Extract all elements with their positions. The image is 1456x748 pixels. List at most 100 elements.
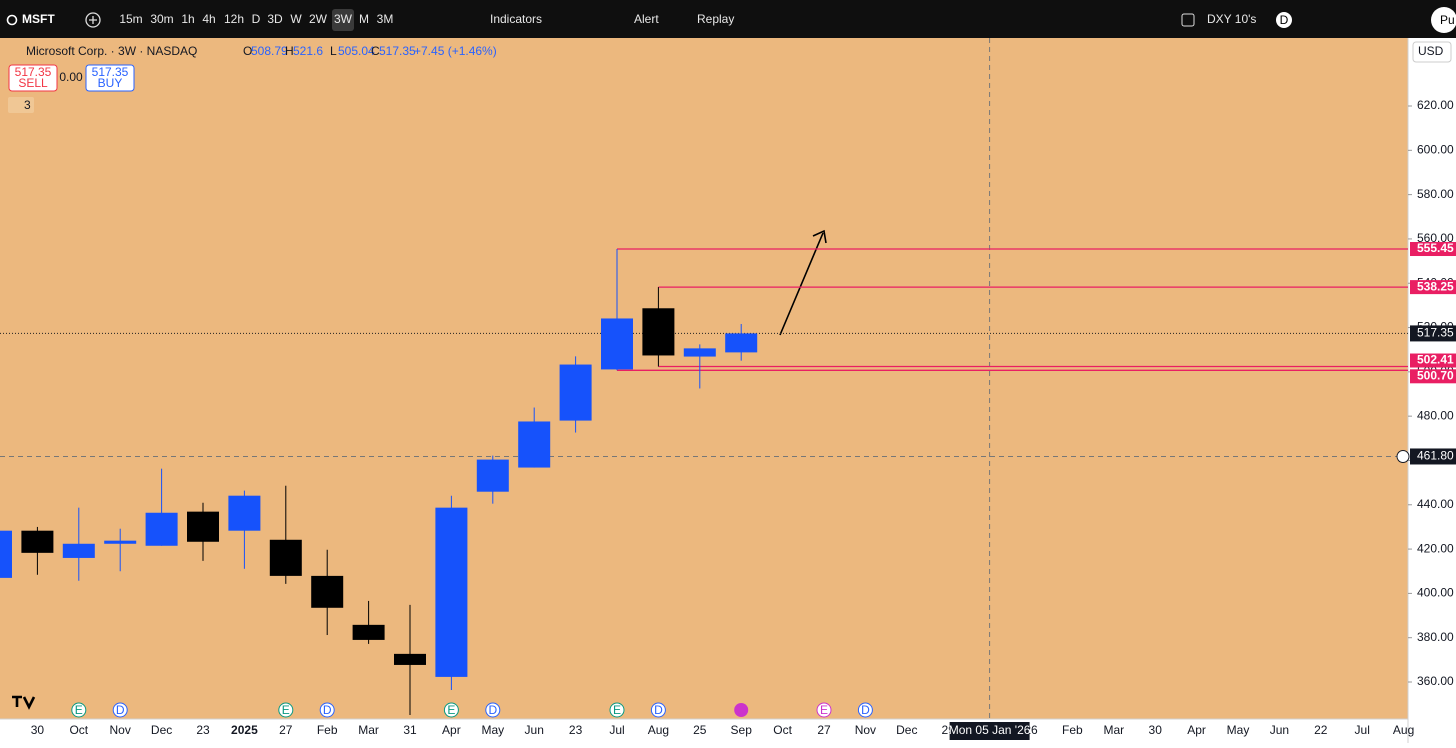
event-icon[interactable]: [71, 702, 87, 718]
x-tick-label: Dec: [896, 723, 917, 737]
interval-button[interactable]: 15m: [119, 12, 142, 26]
candle-body: [559, 364, 592, 421]
legend-key: L: [330, 44, 337, 58]
legend-change: +7.45 (+1.46%): [414, 44, 497, 58]
x-tick-label: 23: [569, 723, 583, 737]
event-icon[interactable]: [443, 702, 459, 718]
candle-body: [311, 575, 344, 608]
candle-body: [394, 653, 426, 665]
x-tick-label: Feb: [317, 723, 338, 737]
interval-button[interactable]: 4h: [202, 12, 215, 26]
x-tick-label: 2025: [231, 723, 258, 737]
crosshair-price-bg: [1410, 448, 1456, 465]
indicator-toggle[interactable]: [8, 97, 34, 113]
interval-button[interactable]: 3M: [377, 12, 394, 26]
y-tick-label: 600.00: [1417, 142, 1454, 156]
x-tick-label: Apr: [442, 723, 461, 737]
indicators-button[interactable]: Indicators: [490, 12, 542, 26]
interval-button[interactable]: 1h: [181, 12, 194, 26]
event-icon[interactable]: [734, 703, 749, 717]
add-alert[interactable]: [1396, 449, 1410, 463]
interval-button[interactable]: W: [290, 12, 302, 26]
event-label: D: [323, 703, 332, 717]
x-tick-label: Nov: [110, 723, 131, 737]
x-tick-label: Apr: [1187, 723, 1206, 737]
top-toolbar: [0, 0, 1456, 38]
interval-button[interactable]: 30m: [150, 12, 173, 26]
crosshair-price: 461.80: [1417, 449, 1454, 463]
event-icon[interactable]: [278, 702, 294, 718]
event-icon[interactable]: [609, 702, 625, 718]
alert-button[interactable]: Alert: [634, 12, 659, 26]
y-tick-label: 360.00: [1417, 674, 1454, 688]
legend-title: Microsoft Corp. · 3W · NASDAQ: [26, 44, 197, 58]
x-tick-label: 31: [403, 723, 417, 737]
candle-body: [21, 530, 54, 553]
badge: D: [1280, 13, 1289, 27]
event-label: D: [116, 703, 125, 717]
x-tick-label: Nov: [855, 723, 876, 737]
crosshair-time-bg: [949, 722, 1030, 740]
y-tick-label: 420.00: [1417, 541, 1454, 555]
buy-box[interactable]: [85, 64, 135, 92]
interval-button[interactable]: 3W: [334, 12, 353, 26]
search-icon[interactable]: [6, 14, 18, 26]
currency: USD: [1418, 44, 1444, 58]
add-icon: [89, 16, 97, 24]
x-tick-label: 30: [31, 723, 45, 737]
event-label: E: [820, 703, 828, 717]
event-icon[interactable]: [485, 702, 501, 718]
x-tick-label: 30: [1149, 723, 1163, 737]
interval-button[interactable]: 3D: [267, 12, 283, 26]
interval-button[interactable]: 12h: [224, 12, 244, 26]
x-tick-label: 22: [1314, 723, 1328, 737]
symbol[interactable]: MSFT: [22, 12, 55, 26]
active-interval-bg: [332, 9, 354, 31]
event-icon[interactable]: [112, 702, 128, 718]
legend-value: 517.35: [379, 44, 416, 58]
crosshair-time: Mon 05 Jan '26: [949, 723, 1031, 737]
currency-box[interactable]: [1412, 41, 1452, 63]
drawn-arrow: [779, 232, 824, 336]
profile-bg: [1431, 7, 1456, 33]
candle-body: [104, 540, 137, 544]
event-label: D: [654, 703, 663, 717]
event-icon[interactable]: [816, 702, 832, 718]
interval-button[interactable]: 2W: [309, 12, 328, 26]
candle-body: [683, 348, 716, 357]
x-tick-label: 23: [196, 723, 210, 737]
sell-box[interactable]: [8, 64, 58, 92]
candle-body: [725, 333, 758, 353]
event-icon[interactable]: [319, 702, 335, 718]
interval-button[interactable]: M: [359, 12, 369, 26]
x-tick-label: Mar: [358, 723, 379, 737]
compare-checkbox[interactable]: [1181, 13, 1195, 27]
y-tick-label: 560.00: [1417, 231, 1454, 245]
add-symbol[interactable]: [85, 12, 101, 28]
x-tick-label: Oct: [69, 723, 88, 737]
y-tick-label: 580.00: [1417, 187, 1454, 201]
x-tick-label: Jul: [1355, 723, 1370, 737]
level-tag-label: 555.45: [1417, 241, 1454, 255]
event-label: D: [861, 703, 870, 717]
event-label: E: [75, 703, 83, 717]
legend-key: C: [371, 44, 380, 58]
replay-button[interactable]: Replay: [697, 12, 734, 26]
legend-value: 505.04: [338, 44, 375, 58]
x-tick-label: Jun: [1270, 723, 1289, 737]
x-tick-label: Feb: [1062, 723, 1083, 737]
interval-button[interactable]: D: [252, 12, 261, 26]
legend-value: 508.79: [251, 44, 288, 58]
event-icon[interactable]: [650, 702, 666, 718]
candle-body: [269, 539, 302, 576]
compare-symbol[interactable]: DXY 10's: [1207, 12, 1256, 26]
price-axis: [1408, 38, 1456, 743]
y-tick-label: 380.00: [1417, 630, 1454, 644]
profile[interactable]: Pu: [1440, 13, 1455, 27]
x-tick-label: May: [481, 723, 504, 737]
chart-pane: [0, 38, 1408, 719]
price-tag: [1410, 325, 1456, 342]
event-icon[interactable]: [857, 702, 873, 718]
